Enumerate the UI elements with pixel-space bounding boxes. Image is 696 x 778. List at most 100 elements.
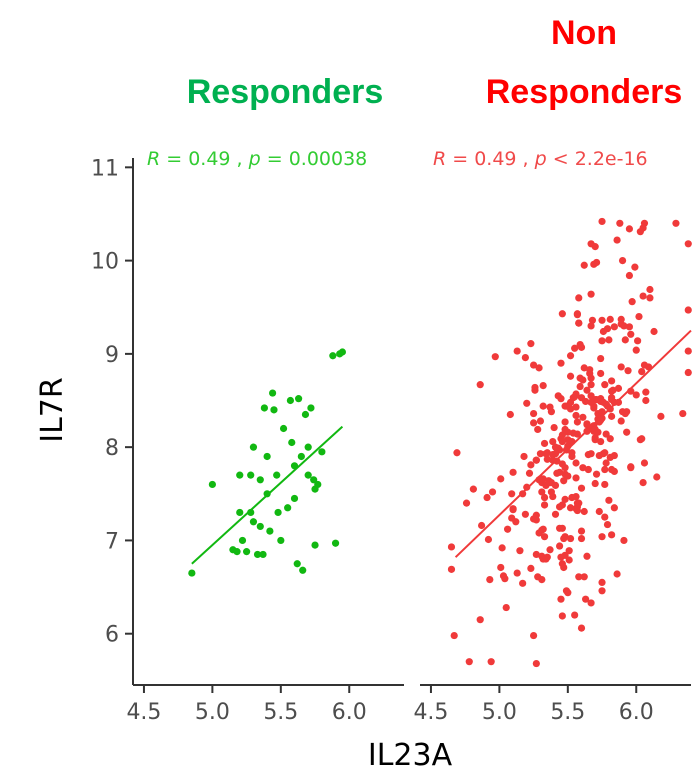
data-point (610, 504, 618, 512)
data-point (602, 430, 610, 438)
data-point (506, 410, 514, 419)
data-point (546, 546, 554, 554)
data-point (284, 504, 292, 512)
data-point (540, 501, 549, 509)
data-point (311, 541, 319, 549)
data-point (606, 435, 614, 443)
data-point (572, 403, 580, 411)
data-point (565, 547, 573, 555)
data-point (297, 452, 305, 461)
data-point (531, 383, 539, 392)
data-point (606, 453, 614, 462)
data-point (565, 556, 573, 564)
data-point (617, 363, 625, 371)
data-point (462, 499, 471, 507)
data-point (579, 413, 587, 421)
x-tick-label: 4.5 (126, 700, 161, 725)
data-point (598, 337, 606, 345)
data-point (646, 285, 654, 294)
data-point (447, 543, 456, 551)
data-point (561, 425, 569, 434)
data-point (560, 477, 568, 485)
data-point (623, 428, 631, 436)
panel-title-non-responders-line2: Responders (486, 73, 683, 111)
data-point (601, 480, 609, 489)
data-point (620, 536, 628, 545)
data-point (606, 315, 614, 323)
data-point (188, 569, 196, 577)
stat-non-responders: R = 0.49 , p < 2.2e-16 (433, 148, 648, 170)
data-point (527, 564, 535, 573)
x-tick-label: 5.5 (263, 700, 298, 725)
data-point (598, 316, 606, 324)
y-tick-label: 6 (105, 623, 119, 648)
data-point (639, 478, 647, 487)
data-point (487, 658, 495, 666)
data-point (527, 461, 535, 469)
data-point (530, 419, 538, 427)
data-point (249, 443, 258, 451)
data-point (558, 612, 566, 620)
data-point (650, 327, 658, 336)
data-point (295, 395, 303, 403)
data-point (256, 522, 264, 531)
data-point (551, 450, 560, 458)
data-point (583, 420, 591, 428)
panel-non-responders: 4.5 5.0 5.5 6.0 (413, 217, 692, 725)
data-point (530, 361, 538, 369)
data-point (591, 243, 599, 251)
data-point (580, 573, 588, 581)
data-point (605, 496, 613, 504)
data-point (318, 448, 326, 456)
x-tick-label: 6.0 (619, 700, 654, 725)
data-point (527, 340, 535, 348)
data-point (566, 504, 575, 512)
data-point (249, 518, 258, 526)
data-point (597, 369, 605, 378)
data-point (613, 236, 621, 244)
data-point (304, 443, 312, 451)
data-point (561, 495, 569, 503)
data-point (575, 294, 583, 302)
data-point (679, 409, 687, 418)
data-point (568, 449, 576, 457)
data-point (632, 346, 640, 354)
data-point (556, 524, 564, 532)
data-point (277, 536, 285, 545)
x-tick-label: 5.5 (550, 700, 585, 725)
data-point (640, 361, 649, 369)
data-point (579, 464, 587, 472)
data-point (684, 306, 692, 314)
data-point (583, 552, 591, 560)
data-point (530, 409, 538, 418)
data-point (530, 631, 538, 640)
panel-title-non-responders-line1: Non (551, 14, 617, 52)
data-point (539, 381, 547, 390)
stat-responders-p-value: = 0.00038 (261, 148, 368, 170)
data-point (634, 337, 642, 345)
y-axis: 6 7 8 9 10 11 (91, 156, 134, 685)
data-point (566, 352, 575, 360)
data-point (587, 381, 595, 389)
data-point (616, 219, 624, 227)
data-point (501, 575, 509, 583)
data-point (580, 364, 588, 372)
data-point (587, 374, 595, 382)
data-point (571, 611, 579, 619)
data-point (299, 566, 307, 574)
data-point (620, 322, 628, 330)
data-point (290, 494, 299, 503)
data-point (575, 573, 583, 581)
data-point (465, 658, 473, 666)
data-point (575, 319, 583, 327)
data-point (587, 599, 595, 607)
data-point (536, 417, 545, 425)
data-point (273, 471, 281, 479)
data-point (561, 402, 569, 410)
data-point (577, 527, 586, 535)
data-point (329, 352, 337, 360)
x-tick-label: 6.0 (332, 700, 367, 725)
data-point (591, 479, 599, 488)
y-tick-label: 7 (105, 529, 119, 554)
data-point (584, 465, 592, 474)
